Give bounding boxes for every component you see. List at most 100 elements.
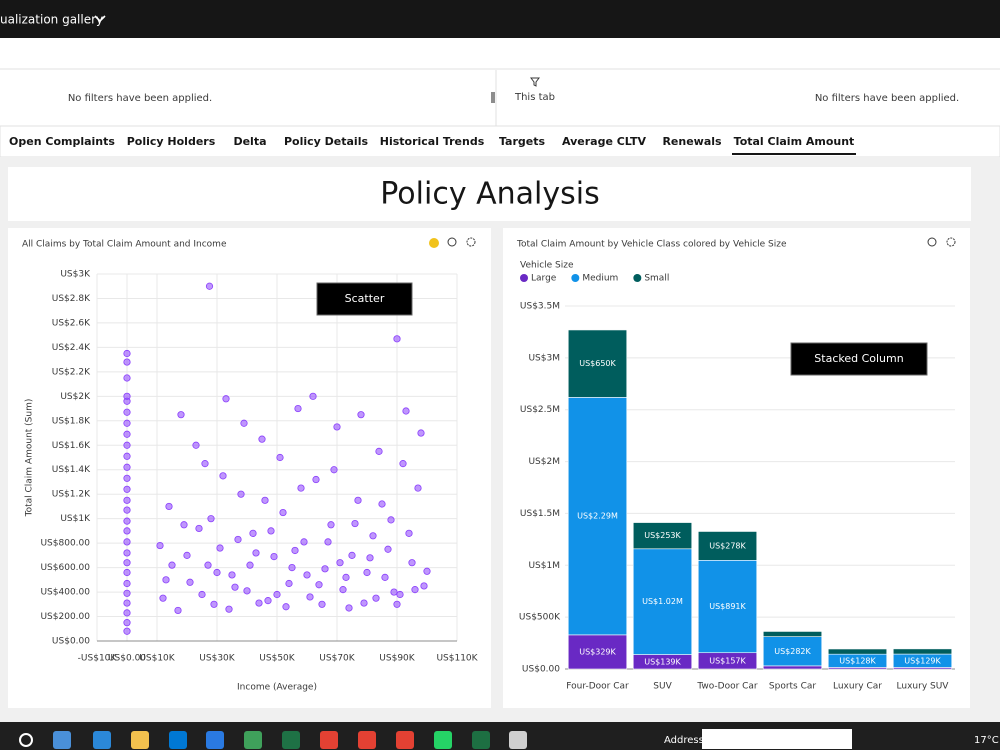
data-label: US$891K	[709, 602, 746, 611]
scatter-point	[312, 475, 320, 484]
y-tick-label: US$400.00	[40, 588, 90, 598]
tab-bar	[0, 125, 1000, 158]
start-button[interactable]	[19, 733, 33, 747]
y-axis-label: Total Claim Amount (Sum)	[25, 399, 35, 518]
y-tick-label: US$1.8K	[52, 416, 91, 426]
scatter-point	[237, 490, 245, 498]
y-tick-label: US$2.2K	[52, 367, 91, 377]
tab[interactable]: Total Claim Amount	[734, 135, 855, 148]
taskbar-app[interactable]	[169, 731, 187, 749]
address-box[interactable]	[702, 729, 852, 749]
scatter-point	[276, 453, 284, 462]
y-tick-label: US$1.5M	[520, 509, 560, 519]
scatter-point	[162, 576, 170, 584]
y-tick-label: US$3.5M	[520, 302, 560, 312]
taskbar-app[interactable]	[244, 731, 262, 749]
settings-icon[interactable]	[946, 237, 956, 247]
scatter-point	[231, 583, 239, 591]
scatter-point	[123, 579, 131, 588]
scatter-point	[225, 605, 233, 613]
scatter-point	[297, 484, 305, 492]
scatter-point	[123, 517, 131, 525]
taskbar-app[interactable]	[282, 731, 300, 749]
taskbar-app[interactable]	[206, 731, 224, 749]
scatter-point	[246, 561, 254, 569]
scatter-point	[156, 541, 164, 550]
tab[interactable]: Policy Holders	[127, 135, 216, 148]
scatter-point	[366, 554, 374, 562]
y-tick-label: US$2.5M	[520, 405, 560, 415]
scatter-point	[123, 358, 131, 366]
scatter-point	[336, 559, 344, 567]
scatter-point	[177, 411, 185, 419]
x-tick-label: Four-Door Car	[566, 682, 629, 692]
scatter-point	[333, 423, 341, 431]
scatter-point	[279, 508, 287, 517]
tab[interactable]: Historical Trends	[380, 135, 485, 148]
bar-segment	[697, 531, 758, 561]
warning-icon[interactable]	[429, 238, 439, 248]
scatter-point	[393, 335, 401, 343]
y-tick-label: US$500K	[519, 613, 561, 623]
scatter-point	[228, 571, 236, 579]
annotation: Scatter	[345, 292, 385, 305]
taskbar-app[interactable]	[472, 731, 490, 749]
tab[interactable]: Average CLTV	[562, 135, 647, 148]
taskbar-app[interactable]	[53, 731, 71, 749]
y-tick-label: US$1M	[528, 561, 560, 571]
tab[interactable]: Renewals	[662, 135, 722, 148]
x-tick-label: US$0.00	[108, 654, 146, 664]
scatter-point	[390, 588, 398, 596]
taskbar-app[interactable]	[131, 731, 149, 749]
y-tick-label: US$2K	[60, 392, 91, 402]
x-tick-label: US$110K	[436, 654, 478, 664]
scatter-point	[324, 538, 332, 546]
scatter-point	[123, 374, 131, 382]
scatter-point	[339, 586, 347, 594]
y-tick-label: US$2.8K	[52, 294, 91, 304]
scatter-point	[123, 627, 131, 635]
insight-icon[interactable]	[447, 237, 457, 247]
data-label: US$650K	[579, 359, 616, 368]
bar-segment	[827, 648, 888, 655]
scatter-point	[291, 546, 299, 555]
tab[interactable]: Targets	[499, 135, 546, 148]
taskbar-app[interactable]	[509, 731, 527, 749]
filter-area	[0, 38, 1000, 126]
gallery-title[interactable]: ualization gallery	[0, 13, 103, 27]
filter-icon[interactable]	[530, 77, 540, 87]
scatter-point	[264, 597, 272, 605]
taskbar-app[interactable]	[93, 731, 111, 749]
data-label: US$253K	[644, 531, 681, 540]
scatter-point	[249, 529, 257, 537]
insight-icon[interactable]	[927, 237, 937, 247]
bar-segment	[762, 631, 823, 637]
scatter-point	[183, 551, 191, 559]
splitter[interactable]	[491, 92, 495, 103]
scatter-point	[204, 561, 212, 569]
scatter-point	[123, 392, 131, 400]
x-tick-label: US$10K	[139, 654, 175, 664]
y-tick-label: US$2.6K	[52, 318, 91, 328]
legend-swatch	[633, 274, 642, 282]
y-tick-label: US$600.00	[40, 563, 90, 573]
chevron[interactable]	[94, 15, 106, 23]
tab[interactable]: Open Complaints	[9, 135, 115, 148]
scatter-point	[123, 538, 131, 546]
legend-title: Vehicle Size	[520, 261, 574, 271]
scatter-point	[405, 529, 413, 537]
tab[interactable]: Policy Details	[284, 135, 368, 148]
scatter-point	[255, 599, 263, 607]
legend-swatch	[571, 274, 580, 282]
scatter-point	[123, 619, 131, 627]
scatter-point	[123, 419, 131, 427]
taskbar-app[interactable]	[396, 731, 414, 749]
tab[interactable]: Delta	[233, 135, 266, 148]
taskbar-app[interactable]	[434, 731, 452, 749]
taskbar-app[interactable]	[358, 731, 376, 749]
filter-text: No filters have been applied.	[815, 93, 959, 104]
this-tab[interactable]: This tab	[514, 92, 555, 103]
taskbar-app[interactable]	[320, 731, 338, 749]
settings-icon[interactable]	[466, 237, 476, 247]
